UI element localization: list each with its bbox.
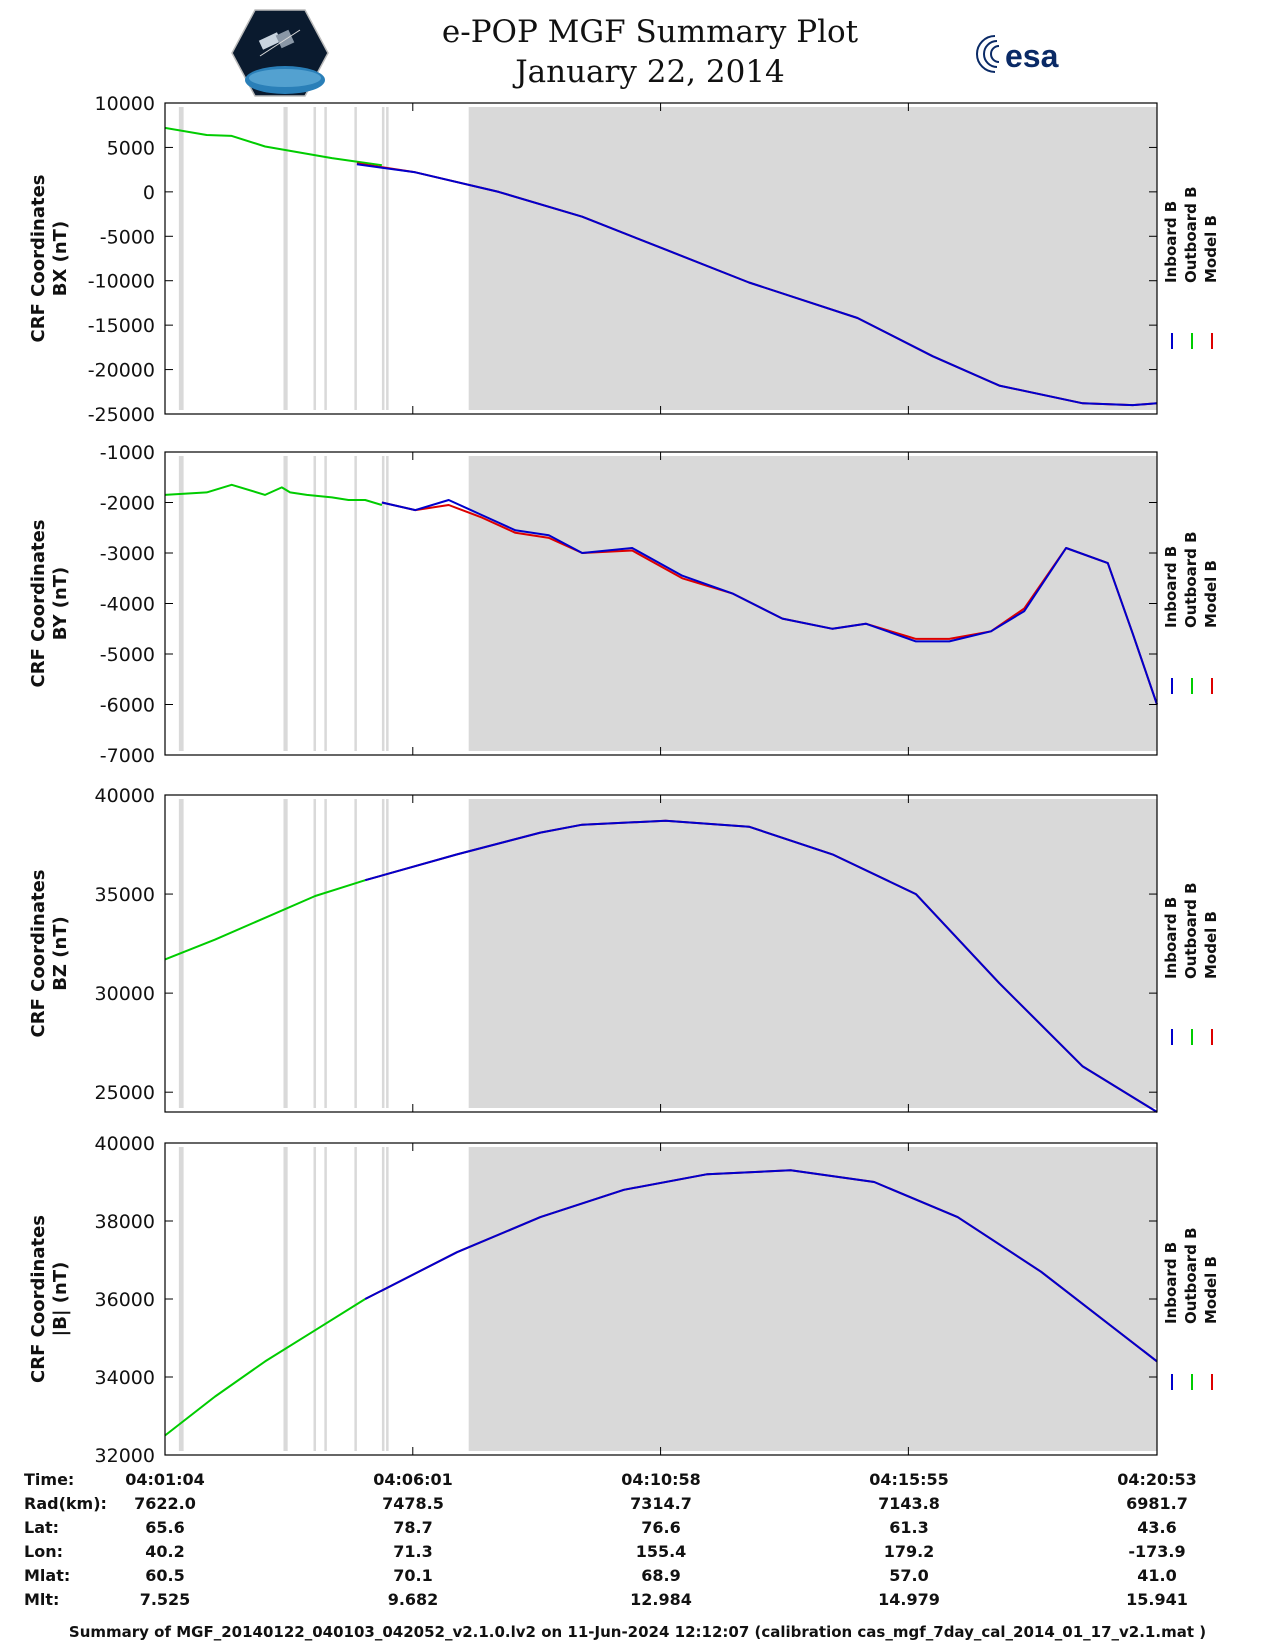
legend-entry: Inboard B xyxy=(1162,546,1180,628)
y-axis-label: BZ (nT) xyxy=(50,916,71,991)
shaded-interval xyxy=(313,799,317,1108)
y-tick-label: -6000 xyxy=(100,695,155,717)
legend-entry: Outboard B xyxy=(1182,1227,1200,1324)
shaded-interval xyxy=(468,107,1157,410)
series-line-outboard-b xyxy=(164,1298,366,1437)
esa-logo: esa xyxy=(976,35,1059,74)
y-tick-label: -15000 xyxy=(88,315,155,337)
shaded-interval xyxy=(283,799,288,1108)
y-tick-label: -7000 xyxy=(100,745,155,767)
y-tick-label: 40000 xyxy=(95,785,155,807)
legend-entry: Model B xyxy=(1202,911,1220,979)
y-tick-label: 38000 xyxy=(95,1211,155,1233)
legend-entry: Inboard B xyxy=(1162,201,1180,283)
plot-title: e-POP MGF Summary Plot xyxy=(441,14,859,50)
y-tick-label: 10000 xyxy=(95,93,155,115)
y-axis-label: CRF Coordinates xyxy=(28,1215,49,1383)
y-tick-label: -10000 xyxy=(88,271,155,293)
legend-entry: Model B xyxy=(1202,215,1220,283)
series-line-inboard-b xyxy=(364,1169,1158,1363)
y-tick-label: -2000 xyxy=(100,493,155,515)
shaded-interval xyxy=(381,107,385,410)
shaded-interval xyxy=(381,799,385,1108)
y-tick-label: 32000 xyxy=(95,1445,155,1467)
shaded-interval xyxy=(324,107,327,410)
y-axis-label: BY (nT) xyxy=(50,567,71,641)
y-tick-label: 5000 xyxy=(107,137,155,159)
shaded-interval xyxy=(354,456,357,751)
y-tick-label: 36000 xyxy=(95,1289,155,1311)
shaded-interval xyxy=(468,799,1157,1108)
shaded-interval xyxy=(324,1147,327,1451)
shaded-interval xyxy=(386,456,389,751)
y-tick-label: 25000 xyxy=(95,1082,155,1104)
shaded-interval xyxy=(354,107,357,410)
shaded-interval xyxy=(468,1147,1157,1451)
series-line-inboard-b xyxy=(381,499,1158,705)
shaded-interval xyxy=(324,799,327,1108)
plot-date: January 22, 2014 xyxy=(515,54,785,90)
series-line-outboard-b xyxy=(164,483,383,506)
y-axis-label: BX (nT) xyxy=(50,221,71,296)
shaded-interval xyxy=(386,107,389,410)
series-line-inboard-b xyxy=(364,819,1158,1113)
y-tick-label: -25000 xyxy=(88,404,155,426)
shaded-interval xyxy=(386,799,389,1108)
cassiope-satellite-logo xyxy=(231,9,329,97)
shaded-interval xyxy=(354,799,357,1108)
shaded-interval xyxy=(354,1147,357,1451)
y-axis-label: CRF Coordinates xyxy=(28,870,49,1038)
y-axis-label: CRF Coordinates xyxy=(28,520,49,688)
shaded-interval xyxy=(324,456,327,751)
legend-entry: Outboard B xyxy=(1182,186,1200,283)
legend-entry: Model B xyxy=(1202,1256,1220,1324)
y-tick-label: -1000 xyxy=(100,442,155,464)
shaded-interval xyxy=(178,1147,184,1451)
footer-caption: Summary of MGF_20140122_040103_042052_v2… xyxy=(68,1623,1207,1641)
legend-entry: Inboard B xyxy=(1162,897,1180,979)
shaded-interval xyxy=(386,1147,389,1451)
shaded-interval xyxy=(468,456,1157,751)
shaded-interval xyxy=(283,107,288,410)
legend-entry: Outboard B xyxy=(1182,882,1200,979)
shaded-interval xyxy=(313,456,317,751)
shaded-interval xyxy=(381,456,385,751)
legend-entry: Outboard B xyxy=(1182,531,1200,628)
y-tick-label: 40000 xyxy=(95,1133,155,1155)
y-tick-label: -5000 xyxy=(100,226,155,248)
series-line-outboard-b xyxy=(164,126,383,167)
chart-panel-1: 10000 5000 0 -5000 -10000 -15000 -20000 -25000 C… xyxy=(28,93,1220,426)
legend-entry: Model B xyxy=(1202,560,1220,628)
y-axis-label: |B| (nT) xyxy=(50,1262,71,1337)
chart-panel-4: 40000 38000 36000 34000 32000 CRF Coordinates… xyxy=(28,1133,1220,1467)
chart-panel-3: 40000 35000 30000 25000 CRF Coordinates BZ (n… xyxy=(28,785,1220,1113)
shaded-interval xyxy=(283,456,288,751)
y-tick-label: 30000 xyxy=(95,983,155,1005)
svg-text:esa: esa xyxy=(1005,38,1059,74)
y-tick-label: 35000 xyxy=(95,884,155,906)
shaded-interval xyxy=(178,456,184,751)
y-tick-label: 34000 xyxy=(95,1367,155,1389)
y-tick-label: -4000 xyxy=(100,594,155,616)
shaded-interval xyxy=(313,1147,317,1451)
y-tick-label: -5000 xyxy=(100,644,155,666)
y-tick-label: 0 xyxy=(143,182,155,204)
series-line-outboard-b xyxy=(164,879,366,961)
shaded-interval xyxy=(313,107,317,410)
y-axis-label: CRF Coordinates xyxy=(28,175,49,343)
chart-panel-2: -1000 -2000 -3000 -4000 -5000 -6000 -7000 CRF C… xyxy=(28,442,1220,767)
shaded-interval xyxy=(381,1147,385,1451)
shaded-interval xyxy=(178,107,184,410)
y-tick-label: -3000 xyxy=(100,543,155,565)
y-tick-label: -20000 xyxy=(88,360,155,382)
shaded-interval xyxy=(283,1147,288,1451)
legend-entry: Inboard B xyxy=(1162,1242,1180,1324)
series-line-inboard-b xyxy=(356,163,1158,407)
